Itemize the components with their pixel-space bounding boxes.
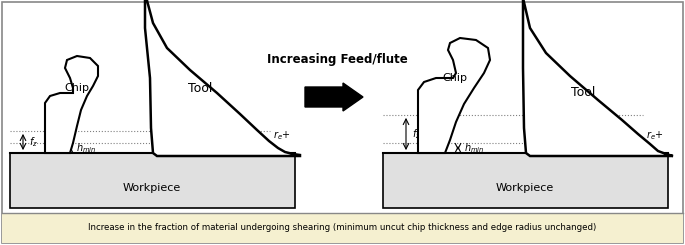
Text: $f_z$: $f_z$ <box>29 135 38 149</box>
Text: Tool: Tool <box>571 86 595 99</box>
Polygon shape <box>418 38 490 153</box>
Text: Chip: Chip <box>443 73 467 83</box>
Bar <box>10 153 295 208</box>
Text: Increase in the fraction of material undergoing shearing (minimum uncut chip thi: Increase in the fraction of material und… <box>88 223 596 233</box>
Bar <box>2 213 683 243</box>
Text: $h_{min}$: $h_{min}$ <box>76 141 97 155</box>
Text: Workpiece: Workpiece <box>496 183 554 193</box>
Text: Workpiece: Workpiece <box>123 183 181 193</box>
Polygon shape <box>45 56 98 153</box>
Text: $r_e$+: $r_e$+ <box>273 130 290 142</box>
Polygon shape <box>145 0 300 156</box>
Text: Increasing Feed/flute: Increasing Feed/flute <box>266 53 408 66</box>
FancyArrow shape <box>305 83 363 111</box>
Text: Tool: Tool <box>188 82 212 95</box>
Bar <box>383 153 668 208</box>
Text: Chip: Chip <box>64 83 90 93</box>
Text: $h_{min}$: $h_{min}$ <box>464 141 484 155</box>
Text: $f_z$: $f_z$ <box>412 127 421 141</box>
Polygon shape <box>523 0 673 156</box>
Text: $r_e$+: $r_e$+ <box>646 130 664 142</box>
